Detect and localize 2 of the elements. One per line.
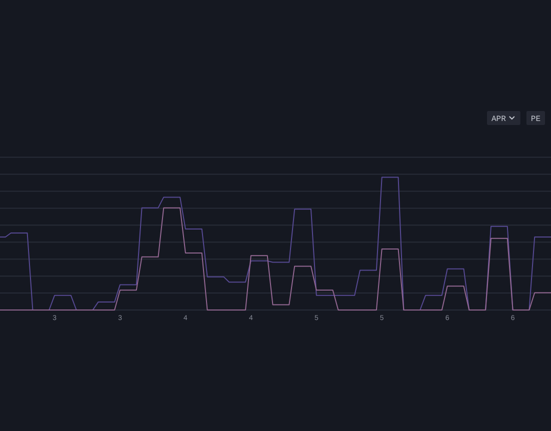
dropdown: PE bbox=[526, 111, 545, 125]
dropdown: APR bbox=[487, 111, 520, 125]
